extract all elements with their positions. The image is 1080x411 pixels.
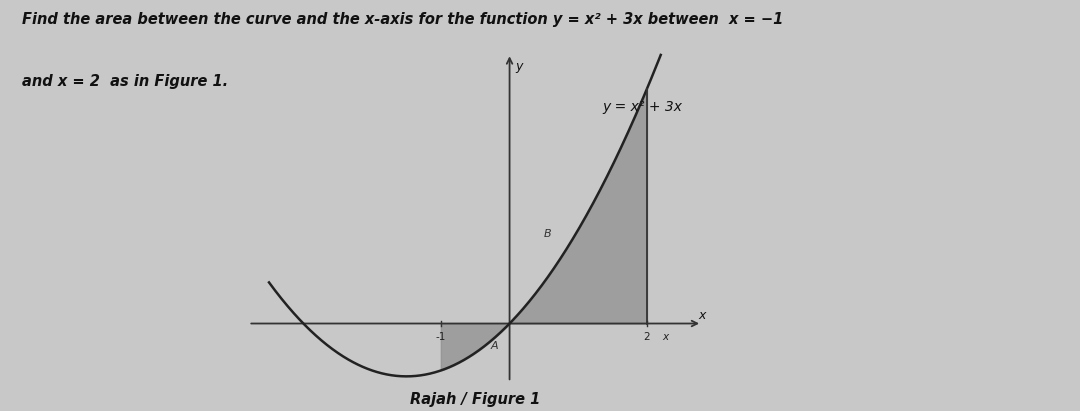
Text: Find the area between the curve and the x-axis for the function y = x² + 3x betw: Find the area between the curve and the … [22, 12, 783, 27]
Text: and x = 2  as in Figure 1.: and x = 2 as in Figure 1. [22, 74, 228, 89]
Text: B: B [543, 229, 551, 239]
Text: 2: 2 [644, 332, 650, 342]
Text: y: y [515, 60, 523, 74]
Text: Rajah / Figure 1: Rajah / Figure 1 [410, 392, 540, 407]
Text: -1: -1 [435, 332, 446, 342]
Text: x: x [662, 332, 669, 342]
Text: x: x [699, 309, 706, 322]
Text: y = x² + 3x: y = x² + 3x [603, 100, 683, 114]
Text: A: A [490, 341, 498, 351]
